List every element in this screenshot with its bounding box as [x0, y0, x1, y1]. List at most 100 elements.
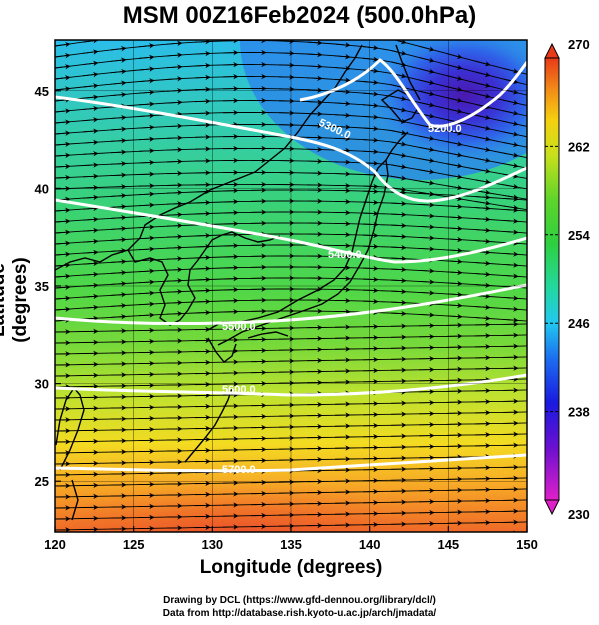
colorbar-max-arrow	[544, 42, 560, 59]
wind-arrow	[166, 123, 183, 129]
x-tick-label: 120	[44, 537, 66, 552]
wind-arrow	[166, 99, 183, 106]
wind-arrow	[138, 279, 155, 285]
x-axis-ticks: 120 125 130 135 140 145 150	[44, 526, 538, 552]
wind-arrow	[474, 146, 491, 153]
wind-arrow	[446, 163, 463, 169]
wind-arrow	[166, 40, 183, 47]
contour-label: 5400.0	[328, 249, 362, 261]
colorbar-tick-label: 254	[568, 228, 590, 243]
wind-arrow	[194, 199, 211, 206]
wind-arrow	[55, 75, 71, 81]
wind-arrow	[82, 216, 99, 223]
wind-arrow	[446, 184, 463, 191]
x-tick-label: 150	[516, 537, 538, 552]
wind-arrow	[418, 312, 435, 318]
wind-arrow	[82, 105, 99, 112]
wind-arrow	[362, 79, 379, 86]
contour-label: 5700.0	[222, 464, 256, 476]
wind-arrow	[167, 31, 181, 32]
wind-arrow	[362, 114, 379, 120]
x-tick-label: 135	[280, 537, 302, 552]
wind-arrow	[502, 78, 519, 85]
x-tick-label: 130	[201, 537, 223, 552]
wind-arrow	[166, 289, 183, 295]
wind-arrow	[138, 78, 155, 84]
wind-arrow	[418, 157, 435, 164]
wind-arrow	[110, 46, 127, 52]
wind-arrow	[110, 80, 127, 86]
wind-arrow	[418, 279, 435, 285]
wind-arrow	[390, 266, 407, 273]
wind-arrow	[334, 100, 351, 107]
wind-arrow	[474, 125, 491, 131]
wind-arrow	[474, 178, 491, 185]
wind-arrow	[363, 35, 377, 37]
wind-arrow	[362, 125, 379, 132]
wind-arrow	[502, 183, 519, 190]
colorbar-tick-label: 230	[568, 507, 590, 522]
wind-arrow	[446, 203, 463, 210]
wind-arrow	[502, 120, 519, 127]
wind-arrow	[334, 136, 351, 142]
wind-arrow	[334, 89, 351, 95]
wind-arrow	[418, 68, 435, 74]
wind-arrow	[474, 71, 491, 78]
wind-arrow	[418, 79, 435, 86]
wind-arrow	[138, 43, 155, 49]
wind-arrow	[306, 40, 323, 46]
wind-arrow	[55, 240, 71, 247]
wind-arrow	[474, 157, 491, 163]
wind-arrow	[166, 135, 183, 141]
credit-drawing: Drawing by DCL (https://www.gfd-dennou.o…	[163, 595, 436, 606]
wind-arrow	[334, 77, 351, 83]
wind-arrow	[82, 117, 99, 123]
wind-arrow	[194, 210, 211, 217]
wind-arrow	[166, 245, 183, 251]
wind-arrow	[362, 149, 379, 155]
wind-arrow	[306, 87, 323, 93]
wind-arrow	[390, 95, 407, 102]
wind-arrow	[82, 293, 99, 300]
wind-arrow	[306, 111, 323, 117]
wind-arrow	[474, 216, 491, 222]
wind-arrow	[194, 276, 211, 283]
wind-arrow	[194, 50, 211, 57]
wind-arrow	[279, 29, 293, 30]
wind-arrow	[166, 278, 183, 284]
wind-arrow	[446, 225, 463, 232]
credit-data: Data from http://database.rish.kyoto-u.a…	[162, 608, 437, 619]
wind-arrow	[138, 202, 155, 208]
wind-arrow	[418, 202, 435, 208]
wind-arrow	[390, 200, 407, 207]
wind-arrow	[55, 251, 71, 258]
wind-arrow	[82, 71, 99, 78]
wind-arrow	[502, 229, 519, 235]
wind-arrow	[446, 53, 463, 60]
wind-arrow	[334, 42, 351, 48]
wind-arrow	[138, 301, 155, 307]
wind-arrow	[194, 232, 211, 239]
wind-arrow	[390, 222, 407, 229]
wind-arrow	[166, 256, 183, 262]
colorbar-tick-label: 246	[568, 316, 590, 331]
wind-arrow	[502, 67, 519, 74]
wind-arrow	[390, 255, 407, 262]
wind-arrow	[110, 172, 127, 178]
wind-arrow	[166, 76, 183, 82]
wind-arrow	[139, 34, 153, 35]
wind-arrow	[334, 112, 351, 118]
wind-arrow	[474, 82, 491, 88]
wind-arrow	[446, 108, 463, 114]
colorbar: 230 238 246 254 262 270	[544, 37, 590, 522]
wind-arrow	[390, 299, 407, 306]
wind-arrow	[418, 290, 435, 296]
wind-arrow	[55, 152, 71, 159]
wind-arrow	[110, 292, 127, 298]
wind-arrow	[194, 74, 211, 81]
wind-arrow	[82, 238, 99, 245]
wind-arrow	[110, 204, 127, 210]
contour-label: 5600.0	[222, 384, 256, 396]
wind-arrow	[307, 30, 321, 31]
wind-arrow	[390, 211, 407, 218]
